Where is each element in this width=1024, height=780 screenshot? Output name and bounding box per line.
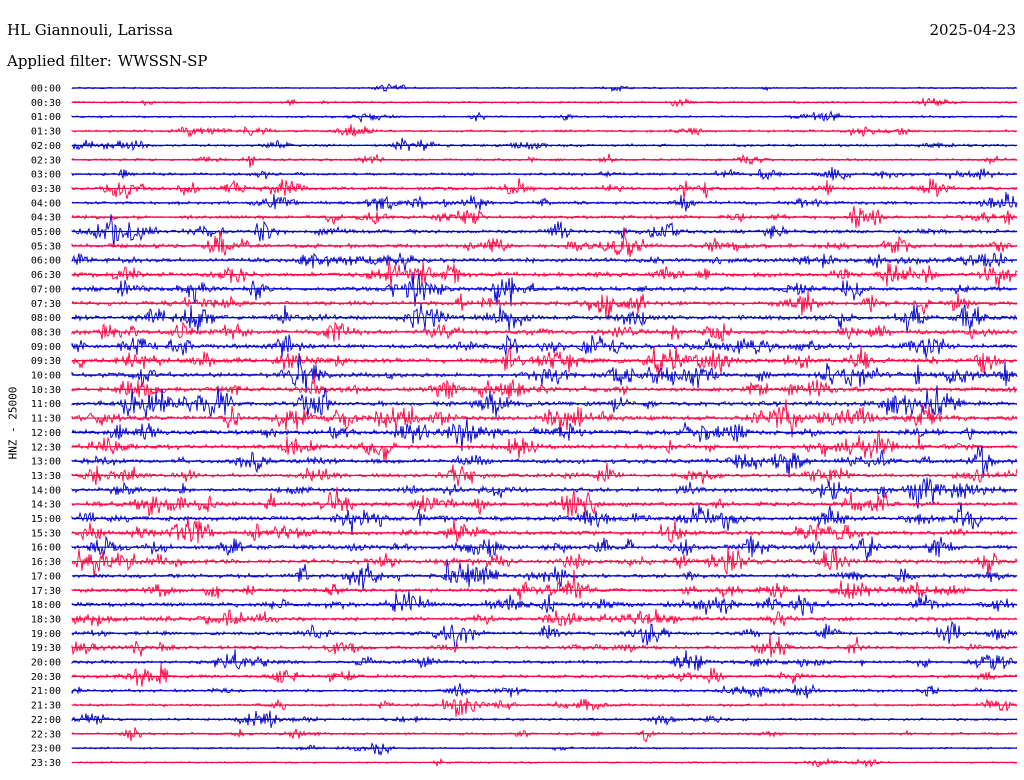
- time-tick-label: 05:30: [31, 241, 61, 252]
- time-tick-label: 19:00: [31, 629, 61, 640]
- record-date: 2025-04-23: [929, 21, 1016, 39]
- trace-row: [71, 227, 1018, 258]
- time-tick-label: 10:00: [31, 371, 61, 382]
- trace-row: [71, 620, 1018, 651]
- time-tick-label: 17:30: [31, 586, 61, 597]
- trace-row: [71, 742, 1018, 757]
- time-tick-label: 06:30: [31, 270, 61, 281]
- trace-row: [71, 590, 1018, 616]
- trace-row: [71, 649, 1018, 672]
- time-tick-label: 02:00: [31, 141, 61, 152]
- time-tick-label: 00:00: [31, 84, 61, 95]
- time-tick-label: 16:00: [31, 543, 61, 554]
- trace-row: [71, 663, 1018, 687]
- time-tick-label: 09:00: [31, 342, 61, 353]
- time-tick-label: 03:00: [31, 170, 61, 181]
- time-tick-label: 21:30: [31, 701, 61, 712]
- trace-row: [71, 535, 1018, 561]
- trace-row: [71, 399, 1018, 438]
- time-tick-label: 23:00: [31, 744, 61, 755]
- trace-row: [71, 252, 1018, 272]
- trace-row: [71, 124, 1018, 139]
- trace-row: [71, 345, 1018, 378]
- filter-value: WWSSN-SP: [117, 52, 208, 70]
- trace-row: [71, 191, 1018, 212]
- time-tick-label: 09:30: [31, 356, 61, 367]
- trace-row: [71, 517, 1018, 544]
- time-tick-label: 07:00: [31, 284, 61, 295]
- time-tick-label: 15:00: [31, 514, 61, 525]
- time-tick-label: 07:30: [31, 299, 61, 310]
- time-tick-label: 23:30: [31, 758, 61, 769]
- time-tick-label: 08:30: [31, 327, 61, 338]
- trace-row: [71, 352, 1018, 394]
- trace-row: [71, 727, 1018, 743]
- time-tick-label: 12:30: [31, 442, 61, 453]
- time-tick-label: 08:00: [31, 313, 61, 324]
- time-tick-label: 21:00: [31, 686, 61, 697]
- time-tick-label: 20:30: [31, 672, 61, 683]
- time-tick-label: 18:00: [31, 600, 61, 611]
- time-tick-label: 01:30: [31, 127, 61, 138]
- trace-row: [71, 444, 1018, 479]
- time-tick-label: 20:00: [31, 658, 61, 669]
- time-tick-label: 06:00: [31, 256, 61, 267]
- time-tick-label: 11:30: [31, 414, 61, 425]
- time-tick-label: 11:00: [31, 399, 61, 410]
- trace-row: [71, 486, 1018, 517]
- station-title: HL Giannouli, Larissa: [7, 21, 173, 39]
- trace-row: [71, 153, 1018, 168]
- time-tick-label: 03:30: [31, 184, 61, 195]
- time-tick-label: 00:30: [31, 98, 61, 109]
- trace-row: [71, 608, 1018, 627]
- trace-row: [71, 633, 1018, 658]
- time-tick-label: 12:00: [31, 428, 61, 439]
- time-tick-label: 04:30: [31, 213, 61, 224]
- trace-row: [71, 137, 1018, 152]
- time-tick-label: 22:00: [31, 715, 61, 726]
- time-tick-label: 15:30: [31, 528, 61, 539]
- time-tick-label: 05:00: [31, 227, 61, 238]
- trace-row: [71, 290, 1018, 319]
- filter-label: Applied filter:: [7, 52, 112, 70]
- time-tick-label: 13:30: [31, 471, 61, 482]
- time-tick-label: 16:30: [31, 557, 61, 568]
- time-tick-label: 10:30: [31, 385, 61, 396]
- time-tick-label: 19:30: [31, 643, 61, 654]
- filter-line: Applied filter: WWSSN-SP: [7, 52, 208, 70]
- time-tick-label: 14:30: [31, 500, 61, 511]
- time-tick-label: 14:00: [31, 485, 61, 496]
- trace-row: [71, 417, 1018, 451]
- time-tick-label: 04:00: [31, 198, 61, 209]
- trace-row: [71, 462, 1018, 486]
- time-tick-label: 01:00: [31, 112, 61, 123]
- time-tick-label: 02:30: [31, 155, 61, 166]
- time-tick-label: 18:30: [31, 614, 61, 625]
- trace-row: [71, 697, 1018, 717]
- time-tick-label: 13:00: [31, 457, 61, 468]
- time-tick-label: 22:30: [31, 729, 61, 740]
- time-tick-label: 17:00: [31, 571, 61, 582]
